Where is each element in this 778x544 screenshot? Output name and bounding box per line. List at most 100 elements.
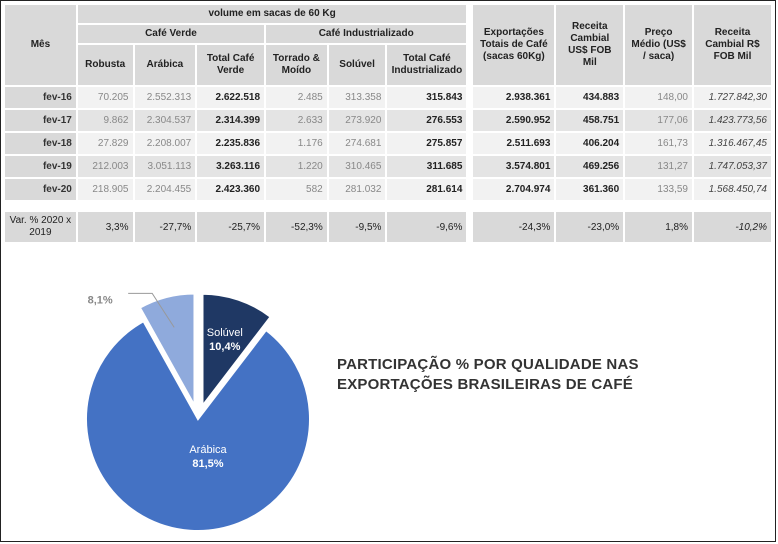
cell-receita-brl: 1.568.450,74: [693, 179, 771, 200]
table-row: fev-17 9.862 2.304.537 2.314.399 2.633 273.92…: [5, 110, 771, 131]
table-row: fev-18 27.829 2.208.007 2.235.836 1.176 274.6…: [5, 133, 771, 154]
var-arabica: -27,7%: [134, 212, 196, 242]
variation-row: Var. % 2020 x 2019 3,3% -27,7% -25,7% -52,3%…: [5, 212, 771, 242]
cell-preco: 133,59: [625, 179, 692, 200]
header-total-ind: Total Café Industrializado: [387, 45, 467, 85]
cell-total-verde: 2.423.360: [197, 179, 265, 200]
cell-torrado: 582: [266, 179, 327, 200]
header-receita-brl: Receita Cambial R$ FOB Mil: [693, 5, 771, 85]
var-preco: 1,8%: [625, 212, 692, 242]
cell-receita-usd: 434.883: [556, 87, 624, 108]
pie-label-arabica: Arábica: [189, 444, 227, 456]
cell-torrado: 1.220: [266, 156, 327, 177]
cell-preco: 131,27: [625, 156, 692, 177]
cell-total-ind: 311.685: [387, 156, 467, 177]
var-receita-brl: -10,2%: [693, 212, 771, 242]
cell-exportacoes: 2.511.693: [473, 133, 555, 154]
cell-preco: 161,73: [625, 133, 692, 154]
pie-value-arabica: 81,5%: [192, 458, 223, 470]
header-robusta: Robusta: [77, 45, 133, 85]
var-exportacoes: -24,3%: [473, 212, 555, 242]
cell-arabica: 3.051.113: [134, 156, 196, 177]
cell-robusta: 9.862: [77, 110, 133, 131]
cell-receita-brl: 1.727.842,30: [693, 87, 771, 108]
cell-robusta: 70.205: [77, 87, 133, 108]
pie-slice-soluvel: [201, 292, 272, 409]
header-volume: volume em sacas de 60 Kg: [77, 5, 467, 23]
cell-receita-brl: 1.747.053,37: [693, 156, 771, 177]
cell-receita-brl: 1.316.467,45: [693, 133, 771, 154]
cell-total-ind: 276.553: [387, 110, 467, 131]
cell-robusta: 212.003: [77, 156, 133, 177]
pie-slice-robusta: [138, 292, 196, 410]
row-month: fev-16: [5, 87, 76, 108]
cell-exportacoes: 2.938.361: [473, 87, 555, 108]
cell-receita-usd: 361.360: [556, 179, 624, 200]
table-row: fev-20 218.905 2.204.455 2.423.360 582 281.03…: [5, 179, 771, 200]
variation-label: Var. % 2020 x 2019: [5, 212, 76, 242]
pie-title: PARTICIPAÇÃO % POR QUALIDADE NAS EXPORTA…: [337, 356, 639, 393]
table-row: fev-16 70.205 2.552.313 2.622.518 2.485 313.3…: [5, 87, 771, 108]
header-cafe-industrializado: Café Industrializado: [266, 25, 467, 43]
cell-arabica: 2.304.537: [134, 110, 196, 131]
var-receita-usd: -23,0%: [556, 212, 624, 242]
cell-total-verde: 2.314.399: [197, 110, 265, 131]
header-receita-usd: Receita Cambial US$ FOB Mil: [556, 5, 624, 85]
cell-arabica: 2.552.313: [134, 87, 196, 108]
pie-chart: Solúvel 10,4% Arábica 81,5% Robusta 8,1%: [80, 290, 311, 532]
pie-slice-arabica: [85, 319, 311, 532]
header-torrado: Torrado & Moído: [266, 45, 327, 85]
cell-receita-usd: 406.204: [556, 133, 624, 154]
cell-receita-usd: 458.751: [556, 110, 624, 131]
cell-total-verde: 2.235.836: [197, 133, 265, 154]
var-torrado: -52,3%: [266, 212, 327, 242]
cell-torrado: 1.176: [266, 133, 327, 154]
header-total-verde: Total Café Verde: [197, 45, 265, 85]
cell-soluvel: 313.358: [328, 87, 386, 108]
header-exportacoes: Exportações Totais de Café (sacas 60Kg): [473, 5, 555, 85]
row-month: fev-17: [5, 110, 76, 131]
cell-exportacoes: 3.574.801: [473, 156, 555, 177]
cell-preco: 177,06: [625, 110, 692, 131]
var-total-verde: -25,7%: [197, 212, 265, 242]
var-soluvel: -9,5%: [328, 212, 386, 242]
cell-arabica: 2.204.455: [134, 179, 196, 200]
cell-torrado: 2.485: [266, 87, 327, 108]
cell-total-ind: 281.614: [387, 179, 467, 200]
pie-label-soluvel: Solúvel: [207, 327, 243, 339]
cell-exportacoes: 2.590.952: [473, 110, 555, 131]
cell-soluvel: 281.032: [328, 179, 386, 200]
cell-torrado: 2.633: [266, 110, 327, 131]
cell-total-ind: 275.857: [387, 133, 467, 154]
pie-leader-line: [128, 292, 175, 328]
row-month: fev-20: [5, 179, 76, 200]
row-month: fev-19: [5, 156, 76, 177]
table-row: fev-19 212.003 3.051.113 3.263.116 1.220 310.…: [5, 156, 771, 177]
cell-arabica: 2.208.007: [134, 133, 196, 154]
cell-soluvel: 273.920: [328, 110, 386, 131]
header-soluvel: Solúvel: [328, 45, 386, 85]
header-mes: Mês: [5, 5, 76, 85]
cell-total-ind: 315.843: [387, 87, 467, 108]
coffee-exports-table: Mês volume em sacas de 60 Kg Exportações…: [3, 3, 773, 244]
cell-robusta: 27.829: [77, 133, 133, 154]
pie-value-soluvel: 10,4%: [209, 341, 240, 353]
row-month: fev-18: [5, 133, 76, 154]
cell-robusta: 218.905: [77, 179, 133, 200]
pie-value-robusta: 8,1%: [88, 294, 113, 306]
cell-receita-brl: 1.423.773,56: [693, 110, 771, 131]
cell-soluvel: 310.465: [328, 156, 386, 177]
cell-total-verde: 3.263.116: [197, 156, 265, 177]
var-robusta: 3,3%: [77, 212, 133, 242]
cell-preco: 148,00: [625, 87, 692, 108]
header-cafe-verde: Café Verde: [77, 25, 265, 43]
pie-label-robusta: Robusta: [80, 290, 122, 292]
header-preco: Preço Médio (US$ / saca): [625, 5, 692, 85]
cell-soluvel: 274.681: [328, 133, 386, 154]
header-arabica: Arábica: [134, 45, 196, 85]
cell-receita-usd: 469.256: [556, 156, 624, 177]
cell-exportacoes: 2.704.974: [473, 179, 555, 200]
var-total-ind: -9,6%: [387, 212, 467, 242]
cell-total-verde: 2.622.518: [197, 87, 265, 108]
